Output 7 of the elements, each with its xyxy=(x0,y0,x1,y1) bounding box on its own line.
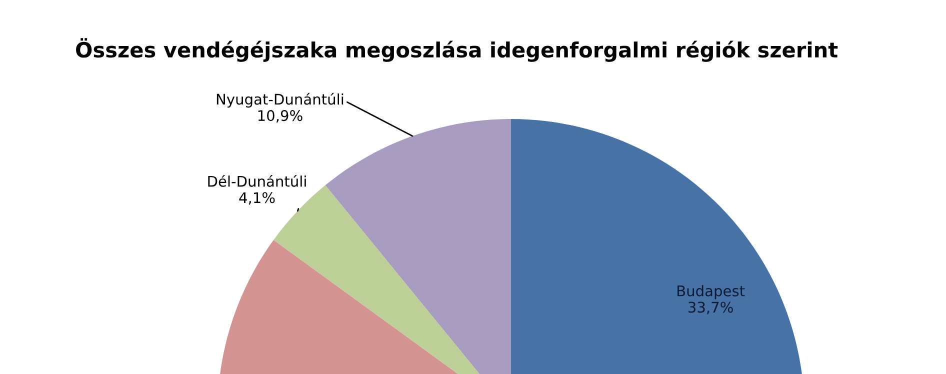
data-label: 33,7% xyxy=(688,302,733,314)
slice-label: Budapest xyxy=(678,285,745,300)
slice-label: Dél-Dunántúli xyxy=(208,174,306,187)
slice-label: Nyugat-Dunántúli xyxy=(216,92,344,108)
data-label: 10,9% xyxy=(258,110,302,123)
chart-title: Összes vendégéjszaka megoszlása idegenforgalmi régiók szerint xyxy=(76,38,838,62)
data-label: 4,1% xyxy=(239,192,275,205)
